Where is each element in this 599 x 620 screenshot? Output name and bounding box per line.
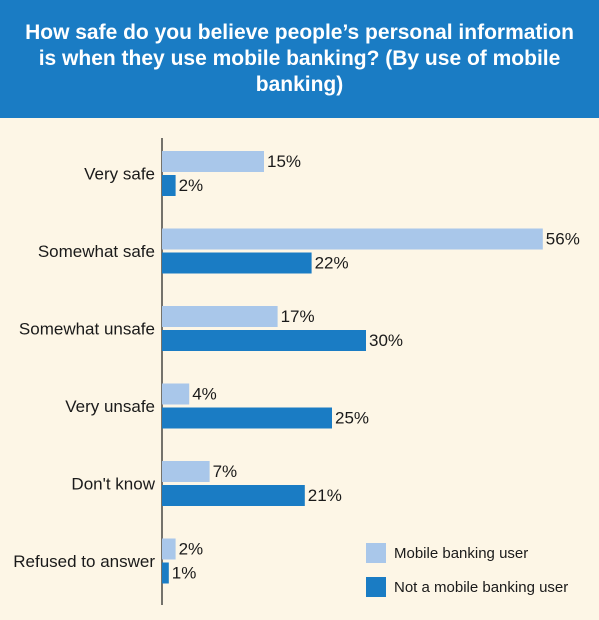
category-label: Very unsafe xyxy=(65,397,155,416)
bar-not-mobile-user xyxy=(162,485,305,506)
chart-title: How safe do you believe people’s persona… xyxy=(25,21,574,96)
chart-header: How safe do you believe people’s persona… xyxy=(0,0,599,118)
bar-mobile-user xyxy=(162,151,264,172)
bar-not-mobile-user xyxy=(162,175,176,196)
bar-not-mobile-user xyxy=(162,252,312,274)
plot-area: Very safe 15% 2% Somewhat safe 56% 22% Somewha… xyxy=(0,118,599,620)
legend-swatch-not-mobile-user xyxy=(366,577,386,597)
bar-mobile-user xyxy=(162,306,278,327)
category-label: Don't know xyxy=(71,475,155,494)
category-label: Very safe xyxy=(84,165,155,184)
data-label: 4% xyxy=(192,385,217,404)
bar-not-mobile-user xyxy=(162,330,366,351)
data-label: 21% xyxy=(308,486,342,505)
category-label: Somewhat unsafe xyxy=(19,320,155,339)
bar-not-mobile-user xyxy=(162,407,332,429)
category-label: Refused to answer xyxy=(13,552,155,571)
bar-chart: Very safe 15% 2% Somewhat safe 56% 22% Somewha… xyxy=(13,138,580,605)
legend-label: Mobile banking user xyxy=(394,545,528,562)
legend-label: Not a mobile banking user xyxy=(394,579,568,596)
data-label: 25% xyxy=(335,409,369,428)
data-label: 56% xyxy=(546,230,580,249)
data-label: 15% xyxy=(267,152,301,171)
data-label: 17% xyxy=(281,307,315,326)
bar-mobile-user xyxy=(162,228,543,250)
legend-swatch-mobile-user xyxy=(366,543,386,563)
data-label: 30% xyxy=(369,331,403,350)
data-label: 7% xyxy=(213,462,238,481)
data-label: 1% xyxy=(172,564,197,583)
data-label: 2% xyxy=(179,540,204,559)
bar-mobile-user xyxy=(162,538,176,560)
category-label: Somewhat safe xyxy=(38,242,155,261)
bar-not-mobile-user xyxy=(162,562,169,584)
data-label: 22% xyxy=(315,254,349,273)
bar-mobile-user xyxy=(162,383,190,405)
bar-mobile-user xyxy=(162,461,210,482)
data-label: 2% xyxy=(179,176,204,195)
